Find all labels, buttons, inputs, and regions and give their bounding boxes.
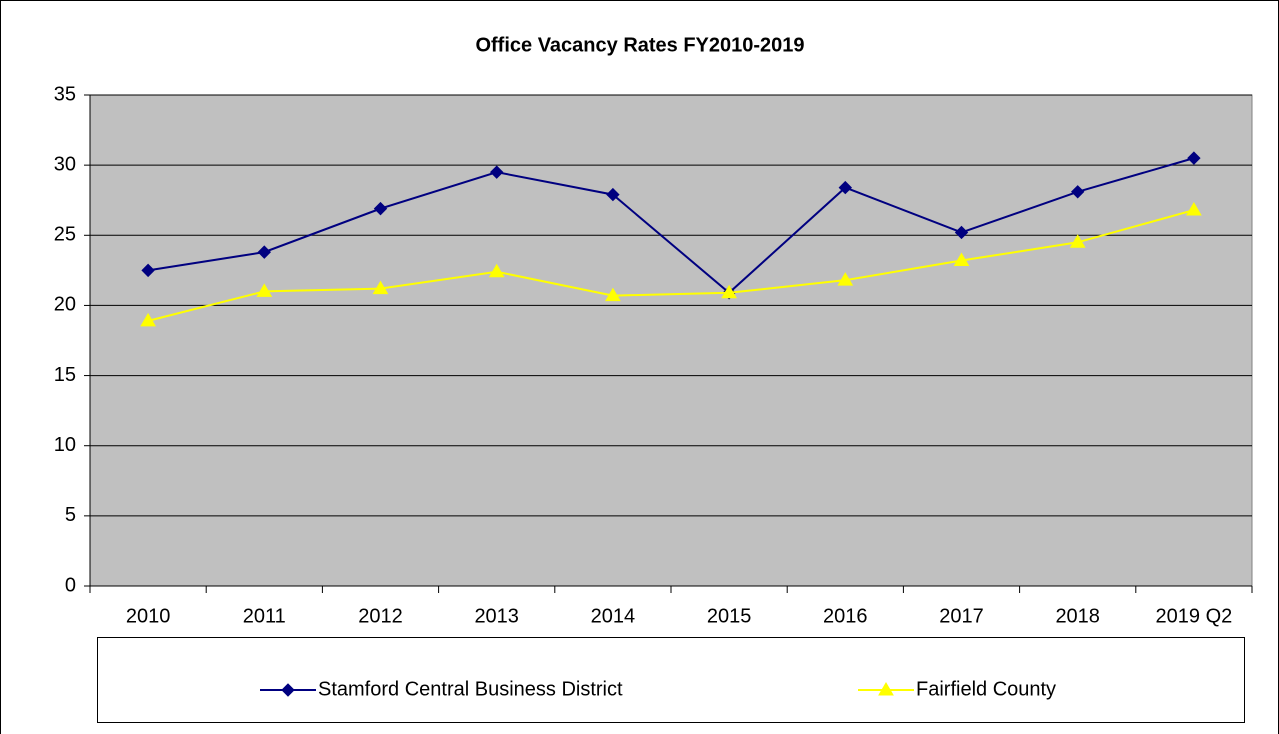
- y-tick-label: 35: [54, 83, 76, 105]
- data-point: [1186, 202, 1202, 216]
- data-point: [838, 180, 853, 195]
- y-tick-label: 0: [65, 574, 76, 596]
- data-point: [953, 252, 970, 267]
- y-tick-label: 10: [54, 434, 76, 456]
- data-point: [954, 225, 969, 240]
- y-tick-label: 15: [54, 364, 76, 386]
- data-point: [1069, 234, 1086, 248]
- x-tick-label: 2010: [126, 605, 171, 627]
- legend-label: Stamford Central Business District: [318, 678, 623, 700]
- x-tick-label: 2011: [243, 605, 286, 627]
- x-tick-label: 2013: [474, 605, 519, 627]
- series-line: [147, 157, 1195, 295]
- y-tick-label: 5: [65, 504, 76, 526]
- data-point: [373, 201, 388, 216]
- x-tick-label: 2016: [823, 605, 868, 627]
- y-tick-label: 20: [54, 294, 76, 316]
- data-point: [721, 284, 737, 299]
- chart-title: Office Vacancy Rates FY2010-2019: [475, 34, 804, 56]
- x-tick-label: 2014: [591, 605, 636, 627]
- x-tick-label: 2012: [358, 605, 403, 627]
- data-point: [140, 312, 156, 327]
- data-point: [1187, 151, 1201, 165]
- data-point: [141, 263, 155, 278]
- plot-area: [89, 94, 1253, 587]
- data-point: [372, 280, 389, 295]
- data-point: [606, 187, 620, 202]
- legend-marker: [878, 682, 894, 696]
- y-tick-label: 25: [54, 224, 76, 246]
- data-point: [256, 283, 273, 297]
- data-point: [489, 165, 504, 179]
- legend-label: Fairfield County: [916, 678, 1056, 700]
- data-point: [257, 245, 272, 259]
- x-tick-label: 2019 Q2: [1156, 605, 1233, 627]
- series-line: [147, 209, 1195, 322]
- x-tick-label: 2015: [707, 605, 752, 627]
- x-tick-label: 2018: [1055, 605, 1100, 627]
- legend: [97, 637, 1245, 723]
- legend-marker: [281, 683, 295, 697]
- data-point: [1070, 185, 1085, 199]
- data-point: [488, 263, 505, 278]
- data-point: [605, 287, 621, 302]
- data-point: [837, 272, 854, 286]
- y-tick-label: 30: [54, 153, 76, 175]
- x-tick-label: 2017: [939, 605, 984, 627]
